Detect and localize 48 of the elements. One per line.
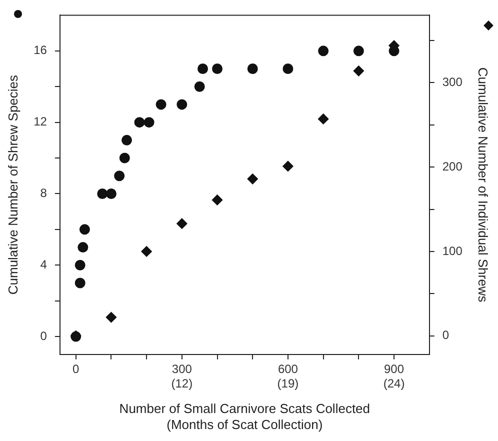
point [194,81,205,92]
point [122,134,132,146]
point [114,170,125,182]
x-tick-label: 0 [72,362,80,376]
point [119,152,130,164]
y-axis-title: Cumulative Number of Shrew Species [5,74,20,295]
y2-tick-label: 100 [442,244,463,258]
point [144,117,154,128]
y2-tick-label: 0 [442,328,450,342]
x-tick-label: 900 [384,362,404,376]
y2-tick-label: 300 [442,75,463,90]
point [176,99,188,110]
point [282,160,294,172]
point [247,64,258,74]
point [141,246,152,257]
text: (24) [383,376,405,391]
y2-axis-title: Cumulative Number of Individual Shrews [476,67,491,303]
point [388,46,400,56]
text: (12) [171,376,193,391]
point [318,46,329,56]
point [97,188,108,199]
point [212,194,223,206]
x-tick-label: 600 [278,362,298,376]
y-tick-label: 12 [34,114,48,129]
text: (19) [277,376,299,391]
point [74,278,86,288]
point [74,260,86,270]
point [198,64,208,74]
point [106,188,116,199]
point [106,312,116,323]
x-tick-label: 300 [172,362,192,376]
point [353,46,364,56]
point [353,66,364,76]
y-tick-label: 0 [40,328,48,343]
point [156,99,166,110]
y2-tick-label: 200 [442,159,463,174]
point [134,117,145,128]
point [318,114,329,124]
point [282,64,294,74]
point [176,218,188,229]
point [212,64,223,74]
x-axis-title: Number of Small Carnivore Scats Collected (Months of Scat Collection) [119,401,370,432]
point [247,174,258,184]
y-tick-label: 16 [34,43,48,58]
y-tick-label: 8 [40,186,48,200]
y-tick-label: 4 [40,257,48,272]
point [78,242,88,253]
point [79,224,90,235]
